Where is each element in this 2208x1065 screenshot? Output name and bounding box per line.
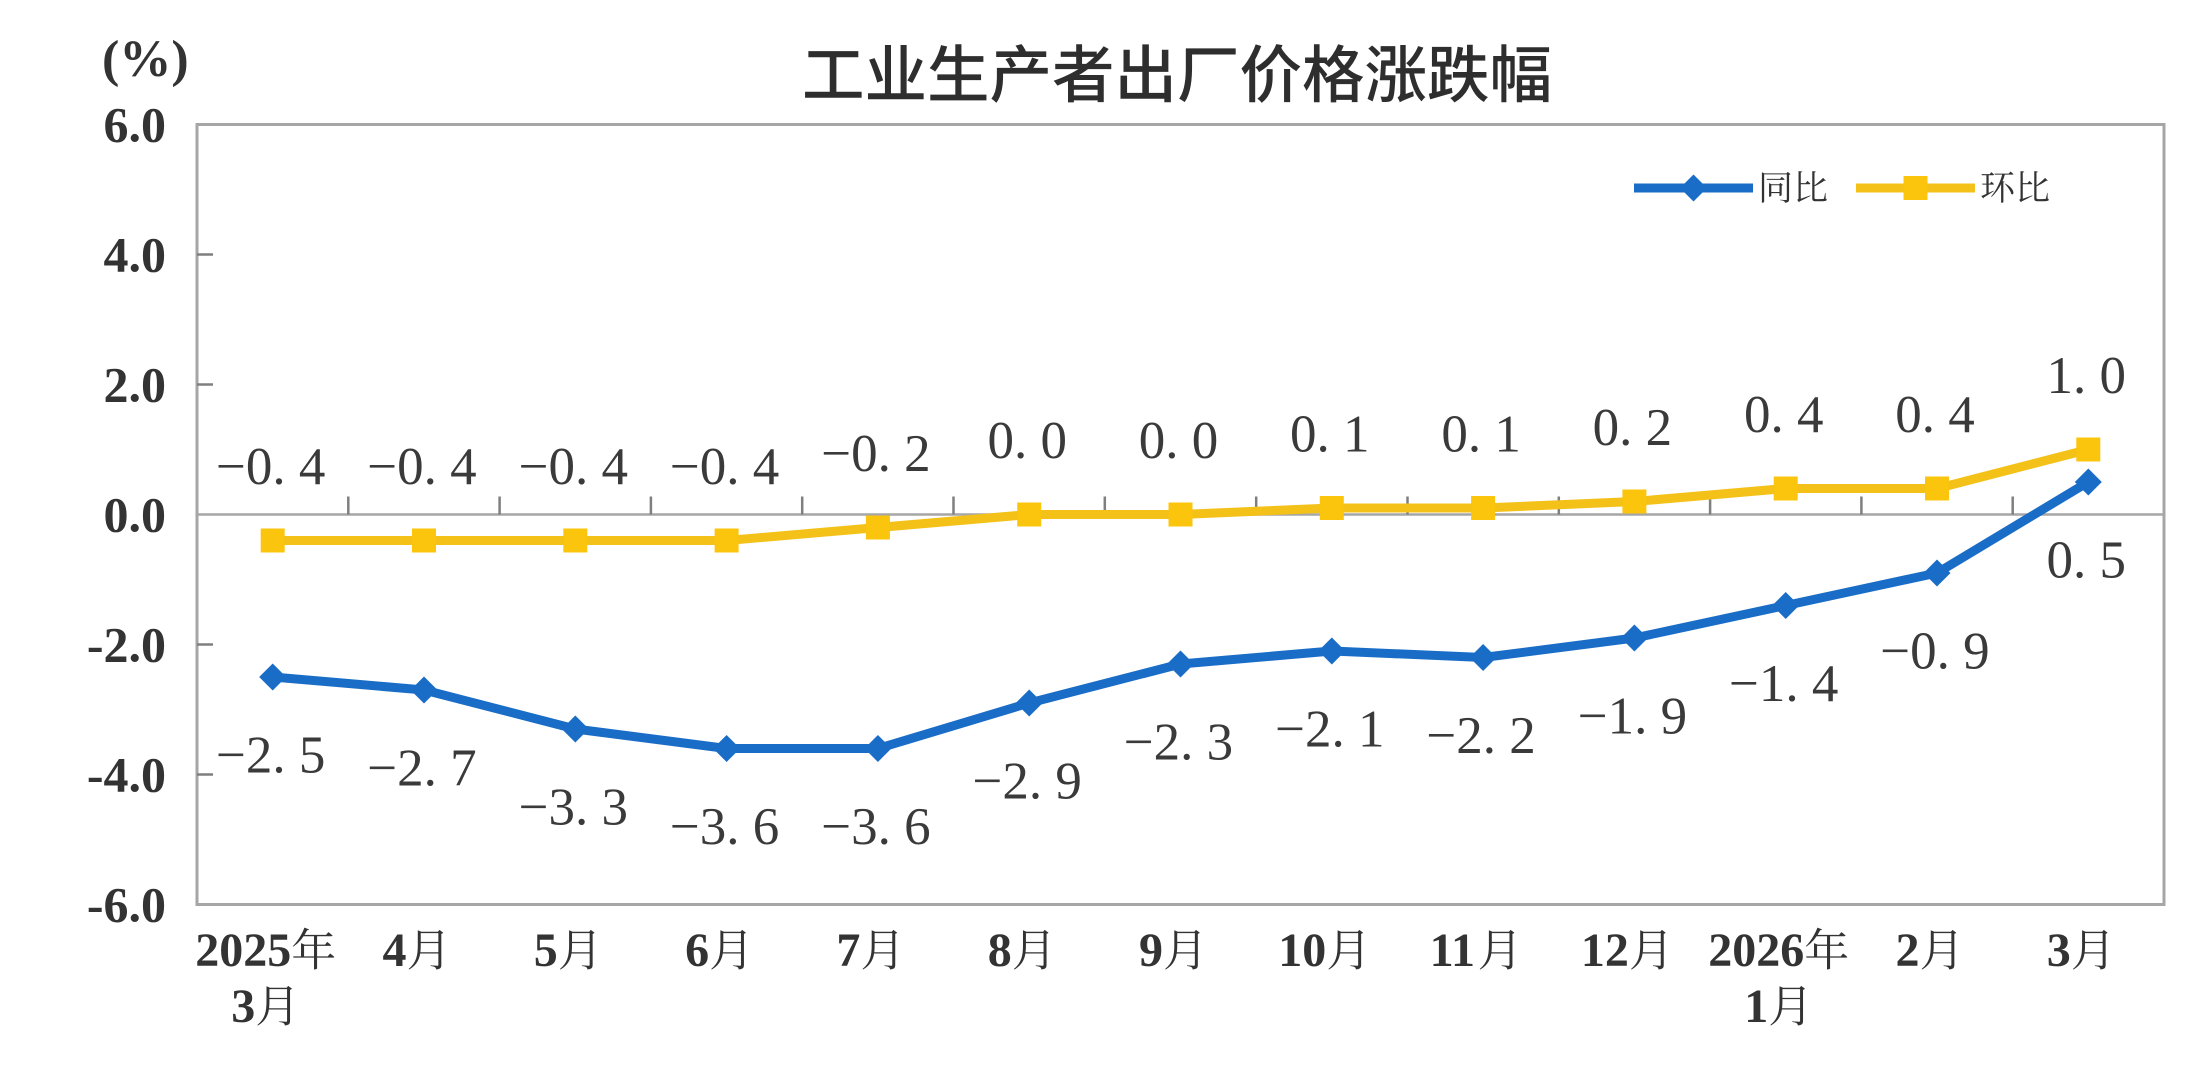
svg-text:-2.0: -2.0 <box>87 617 166 673</box>
svg-text:8: 8 <box>988 924 1012 977</box>
svg-text:−3. 3: −3. 3 <box>519 779 628 837</box>
svg-text:3: 3 <box>231 980 255 1033</box>
svg-text:−2. 5: −2. 5 <box>216 727 325 785</box>
svg-text:4: 4 <box>383 924 407 977</box>
svg-text:4.0: 4.0 <box>104 227 167 283</box>
svg-text:6: 6 <box>685 924 709 977</box>
svg-text:−2. 1: −2. 1 <box>1275 701 1384 759</box>
svg-text:-4.0: -4.0 <box>87 747 166 803</box>
svg-text:−0. 4: −0. 4 <box>670 438 779 496</box>
svg-text:−2. 2: −2. 2 <box>1426 707 1535 765</box>
svg-text:9: 9 <box>1139 924 1163 977</box>
svg-text:−2. 3: −2. 3 <box>1124 714 1233 772</box>
svg-text:0. 1: 0. 1 <box>1441 406 1521 464</box>
svg-text:−1. 4: −1. 4 <box>1729 655 1838 713</box>
svg-text:1: 1 <box>1744 980 1768 1033</box>
svg-text:−0. 4: −0. 4 <box>519 438 628 496</box>
svg-text:−2. 9: −2. 9 <box>973 753 1082 811</box>
svg-text:−3. 6: −3. 6 <box>821 798 930 856</box>
svg-text:2: 2 <box>1896 924 1920 977</box>
svg-text:−0. 4: −0. 4 <box>367 438 476 496</box>
svg-text:−3. 6: −3. 6 <box>670 798 779 856</box>
svg-text:−1. 9: −1. 9 <box>1578 688 1687 746</box>
svg-text:0. 4: 0. 4 <box>1744 386 1824 444</box>
svg-text:5: 5 <box>534 924 558 977</box>
svg-text:2025: 2025 <box>195 924 291 977</box>
svg-text:10: 10 <box>1278 924 1326 977</box>
svg-text:7: 7 <box>836 924 860 977</box>
svg-text:(%): (%) <box>102 31 189 88</box>
svg-text:12: 12 <box>1581 924 1629 977</box>
svg-text:0. 4: 0. 4 <box>1895 386 1975 444</box>
svg-text:0. 0: 0. 0 <box>1139 412 1219 470</box>
svg-text:6.0: 6.0 <box>104 97 167 153</box>
svg-text:0. 1: 0. 1 <box>1290 406 1370 464</box>
svg-text:0. 0: 0. 0 <box>987 412 1067 470</box>
svg-text:−2. 7: −2. 7 <box>367 740 476 798</box>
svg-text:3: 3 <box>2047 924 2071 977</box>
svg-text:−0. 2: −0. 2 <box>821 425 930 483</box>
svg-text:-6.0: -6.0 <box>87 877 166 933</box>
svg-text:0. 2: 0. 2 <box>1593 399 1673 457</box>
svg-text:2026: 2026 <box>1708 924 1804 977</box>
svg-text:11: 11 <box>1430 924 1475 977</box>
svg-text:0.0: 0.0 <box>104 487 167 543</box>
svg-text:1. 0: 1. 0 <box>2047 347 2127 405</box>
svg-text:0. 5: 0. 5 <box>2047 532 2127 590</box>
svg-text:−0. 9: −0. 9 <box>1880 623 1989 681</box>
svg-text:−0. 4: −0. 4 <box>216 438 325 496</box>
svg-text:2.0: 2.0 <box>104 357 167 413</box>
